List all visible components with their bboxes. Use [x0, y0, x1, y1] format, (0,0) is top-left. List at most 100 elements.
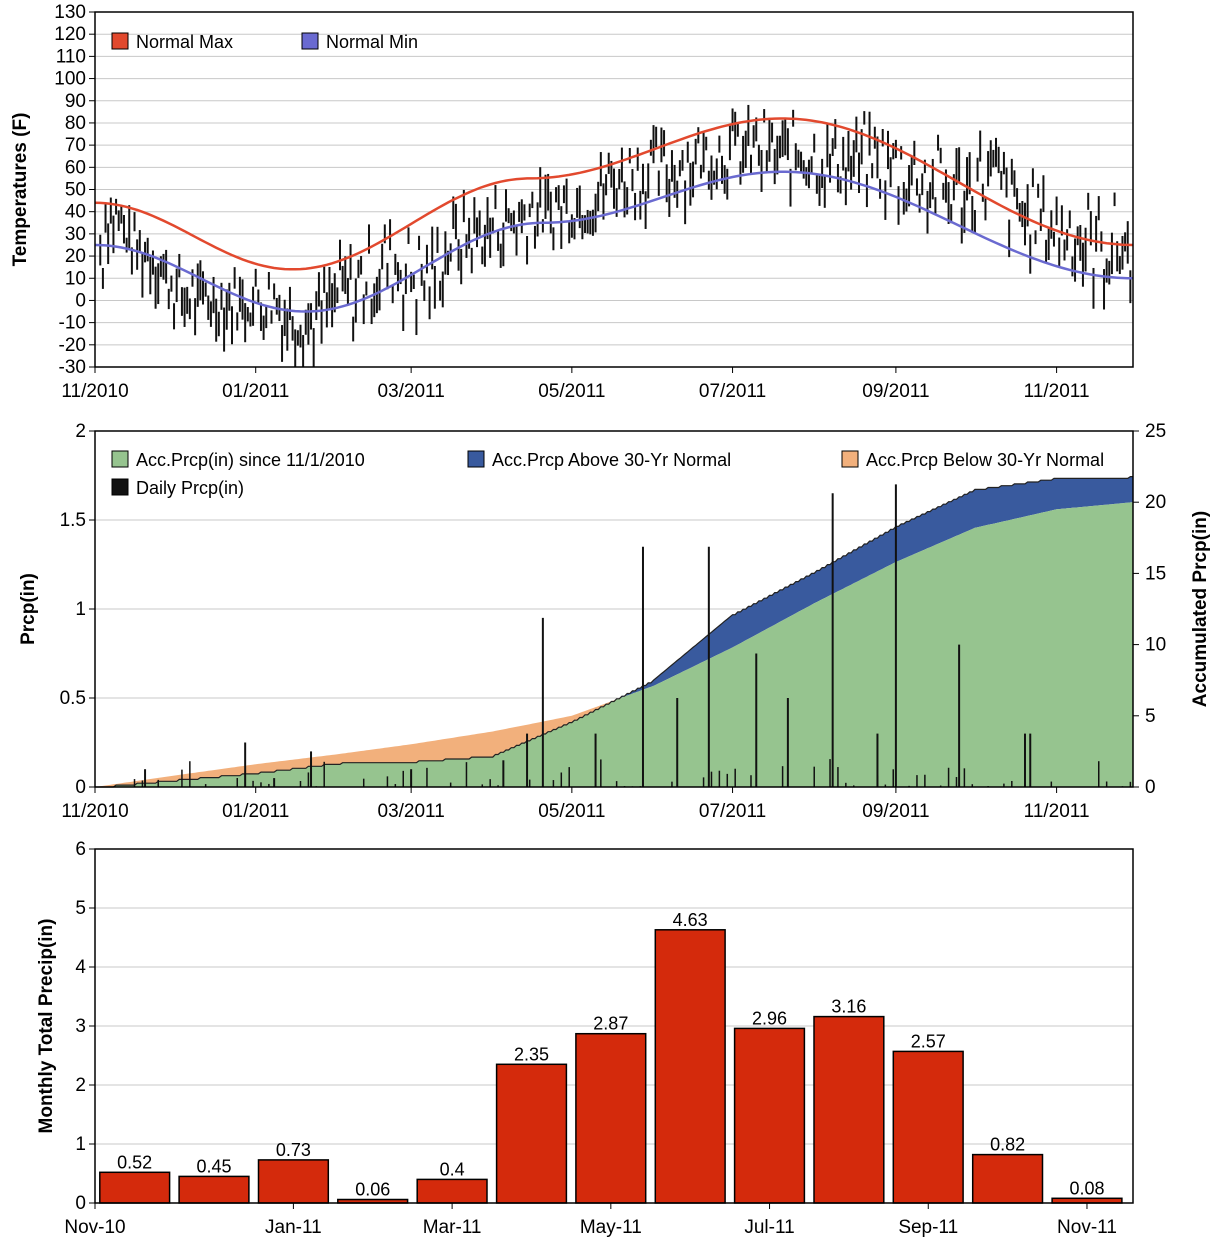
prcp-xtick-label: 07/2011: [699, 801, 766, 822]
legend-swatch-normal-max: [111, 32, 129, 50]
bar-value-label: 0.45: [197, 1156, 232, 1176]
monthly-precip-bar: [416, 1178, 488, 1204]
legend-label-normal-min: Normal Min: [326, 32, 418, 52]
temp-ytick-label: 70: [65, 135, 86, 156]
temp-ytick-label: -30: [59, 357, 86, 378]
accumulated-outline: [95, 476, 1133, 788]
bar-ytick-label: 6: [75, 839, 86, 860]
above-normal-area: [95, 476, 1133, 787]
bar-ytick-label: 4: [75, 957, 86, 978]
legend-above-normal-label: Acc.Prcp Above 30-Yr Normal: [492, 450, 731, 470]
monthly-precip-bar: [733, 1027, 806, 1204]
temp-ytick-label: 60: [65, 157, 86, 178]
prcp-ytick-label: 0: [75, 777, 86, 798]
monthly-precip-bar: [813, 1015, 885, 1204]
temp-ytick-label: 10: [65, 268, 86, 289]
bar-ytick-label: 5: [75, 898, 86, 919]
bar-value-label: 2.35: [514, 1044, 549, 1064]
bar-y-axis-label: Monthly Total Precip(in): [36, 919, 57, 1134]
prcp-ytick-label: 1.5: [60, 510, 86, 531]
temp-xtick-label: 11/2010: [61, 381, 128, 402]
temp-ytick-label: 0: [75, 290, 86, 311]
temp-ytick-label: 30: [65, 224, 86, 245]
prcp-ytick-label: 2: [75, 421, 86, 442]
acc-ytick-label: 25: [1145, 421, 1166, 442]
acc-ytick-label: 5: [1145, 706, 1156, 727]
monthly-precip-bar: [495, 1063, 568, 1204]
legend-acc-prcp-label: Acc.Prcp(in) since 11/1/2010: [136, 450, 365, 470]
normal-min-line: [94, 170, 1134, 313]
bar-ytick-label: 1: [75, 1134, 86, 1155]
legend-above-normal-swatch: [467, 450, 485, 468]
legend-label-normal-max: Normal Max: [136, 32, 233, 52]
bar-plot-frame: [94, 848, 1134, 1204]
bar-value-label: 2.57: [911, 1031, 946, 1051]
prcp-ytick-label: 0.5: [60, 688, 86, 709]
legend-acc-prcp-swatch: [111, 450, 129, 468]
temp-ytick-label: 120: [54, 24, 86, 45]
prcp-xtick-label: 03/2011: [378, 801, 445, 822]
temp-ytick-label: 100: [54, 69, 86, 90]
bar-value-label: 0.08: [1069, 1178, 1104, 1198]
bar-value-label: 0.52: [117, 1152, 152, 1172]
temp-ytick-label: 20: [65, 246, 86, 267]
bar-value-label: 0.73: [276, 1140, 311, 1160]
bar-ytick-label: 0: [75, 1193, 86, 1214]
temp-ytick-label: 40: [65, 202, 86, 223]
bar-xtick-label: Nov-11: [1057, 1217, 1117, 1238]
prcp-xtick-label: 05/2011: [538, 801, 605, 822]
legend-daily-prcp-label: Daily Prcp(in): [136, 478, 244, 498]
temp-ytick-label: 110: [56, 46, 86, 67]
temp-ytick-label: -10: [59, 313, 86, 334]
temp-ytick-label: 90: [65, 91, 86, 112]
monthly-precip-bar: [971, 1153, 1044, 1204]
prcp-xtick-label: 11/2010: [61, 801, 128, 822]
monthly-precip-bar: [178, 1175, 250, 1204]
bar-value-label: 0.06: [355, 1179, 390, 1199]
legend-swatch-normal-min: [301, 32, 319, 50]
bar-xtick-label: Jan-11: [265, 1217, 322, 1238]
legend-below-normal-swatch: [841, 450, 859, 468]
monthly-precip-bar-chart: 0 1 2 3 4 5 6 0.52 0.45 0.73 0.06 0.4 2.35 2.87 4.63 2.…: [36, 839, 1134, 1238]
monthly-precip-bar: [654, 929, 726, 1204]
temp-xtick-label: 07/2011: [699, 381, 766, 402]
bar-value-label: 2.96: [752, 1008, 787, 1028]
acc-ytick-label: 0: [1145, 777, 1156, 798]
acc-ytick-label: 10: [1145, 635, 1166, 656]
prcp-xtick-label: 01/2011: [222, 801, 289, 822]
bar-value-label: 3.16: [831, 997, 866, 1017]
accumulated-area: [95, 502, 1133, 787]
monthly-precip-bar: [257, 1159, 330, 1204]
temp-xtick-label: 11/2011: [1024, 381, 1090, 402]
prcp-xtick-label: 09/2011: [862, 801, 929, 822]
bar-ytick-label: 3: [75, 1016, 86, 1037]
temp-plot-frame: [94, 11, 1134, 368]
monthly-precip-bar: [575, 1032, 647, 1204]
bar-ytick-label: 2: [75, 1075, 86, 1096]
bar-value-label: 2.87: [593, 1014, 628, 1034]
legend-daily-prcp-swatch: [111, 478, 129, 496]
monthly-precip-bar: [892, 1050, 964, 1204]
prcp-plot-frame: [94, 430, 1134, 788]
temp-xtick-label: 03/2011: [378, 381, 445, 402]
bar-xtick-label: Mar-11: [423, 1217, 482, 1238]
temp-xtick-label: 01/2011: [222, 381, 289, 402]
temp-ytick-label: 50: [65, 180, 86, 201]
prcp-ytick-label: 1: [75, 599, 86, 620]
temp-xtick-label: 09/2011: [862, 381, 929, 402]
legend-below-normal-label: Acc.Prcp Below 30-Yr Normal: [866, 450, 1104, 470]
prcp-y-axis-label: Prcp(in): [18, 573, 39, 645]
prcp-xtick-label: 11/2011: [1024, 801, 1090, 822]
bar-xtick-label: Jul-11: [744, 1217, 794, 1238]
bar-xtick-label: Nov-10: [64, 1217, 125, 1238]
bar-xtick-label: Sep-11: [898, 1217, 958, 1238]
acc-ytick-label: 20: [1145, 492, 1166, 513]
temp-y-axis-label: Temperatures (F): [10, 113, 31, 267]
temp-xtick-label: 05/2011: [538, 381, 605, 402]
monthly-precip-bar: [99, 1171, 171, 1204]
bar-xtick-label: May-11: [580, 1217, 642, 1238]
acc-ytick-label: 15: [1145, 563, 1166, 584]
temp-ytick-label: -20: [59, 335, 86, 356]
